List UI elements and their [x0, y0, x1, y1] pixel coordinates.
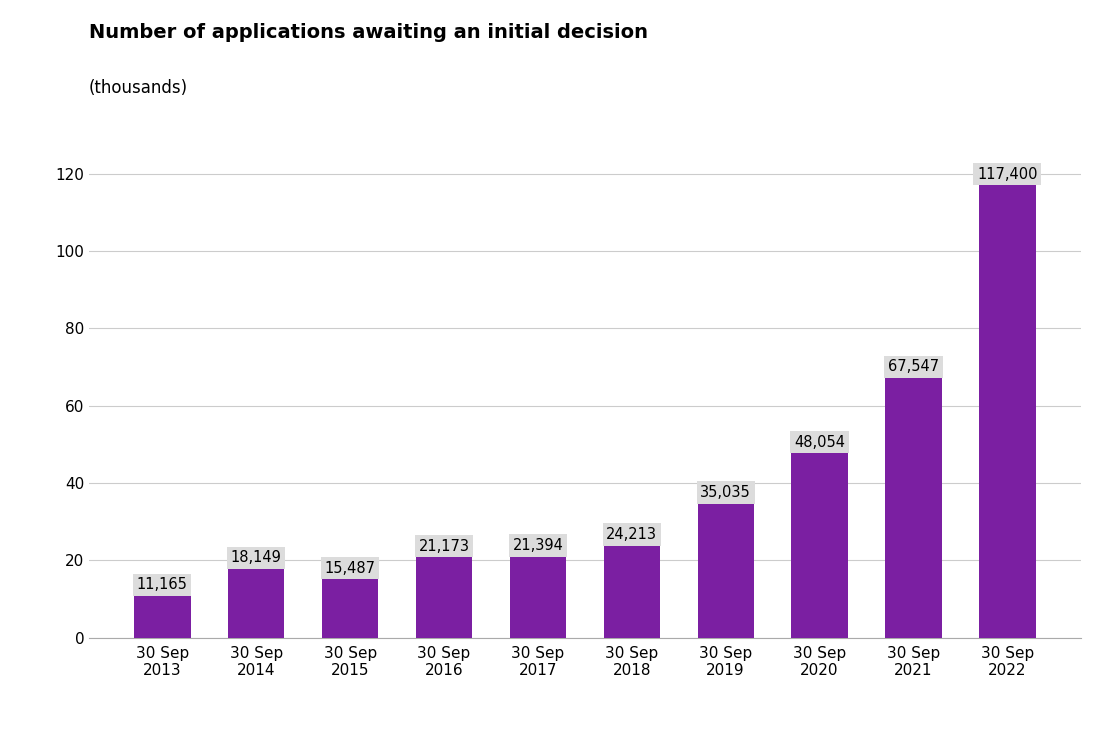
Bar	[604, 544, 659, 638]
Text: 18,149: 18,149	[231, 550, 282, 566]
Text: 21,394: 21,394	[512, 538, 564, 553]
Text: 21,173: 21,173	[419, 538, 469, 554]
Text: 11,165: 11,165	[137, 578, 188, 592]
Bar	[979, 184, 1036, 638]
Text: 67,547: 67,547	[888, 359, 939, 374]
Bar	[416, 556, 472, 638]
Bar	[697, 502, 754, 638]
Text: (thousands): (thousands)	[89, 79, 188, 97]
Bar	[322, 578, 379, 638]
Bar	[510, 555, 566, 638]
Bar	[228, 567, 284, 638]
Text: 117,400: 117,400	[977, 166, 1037, 182]
Text: Number of applications awaiting an initial decision: Number of applications awaiting an initi…	[89, 22, 648, 41]
Bar	[791, 452, 848, 638]
Text: 15,487: 15,487	[324, 561, 375, 576]
Text: 24,213: 24,213	[606, 527, 657, 542]
Text: 48,054: 48,054	[794, 435, 846, 450]
Bar	[886, 376, 941, 638]
Bar	[134, 594, 190, 638]
Text: 35,035: 35,035	[701, 485, 751, 500]
